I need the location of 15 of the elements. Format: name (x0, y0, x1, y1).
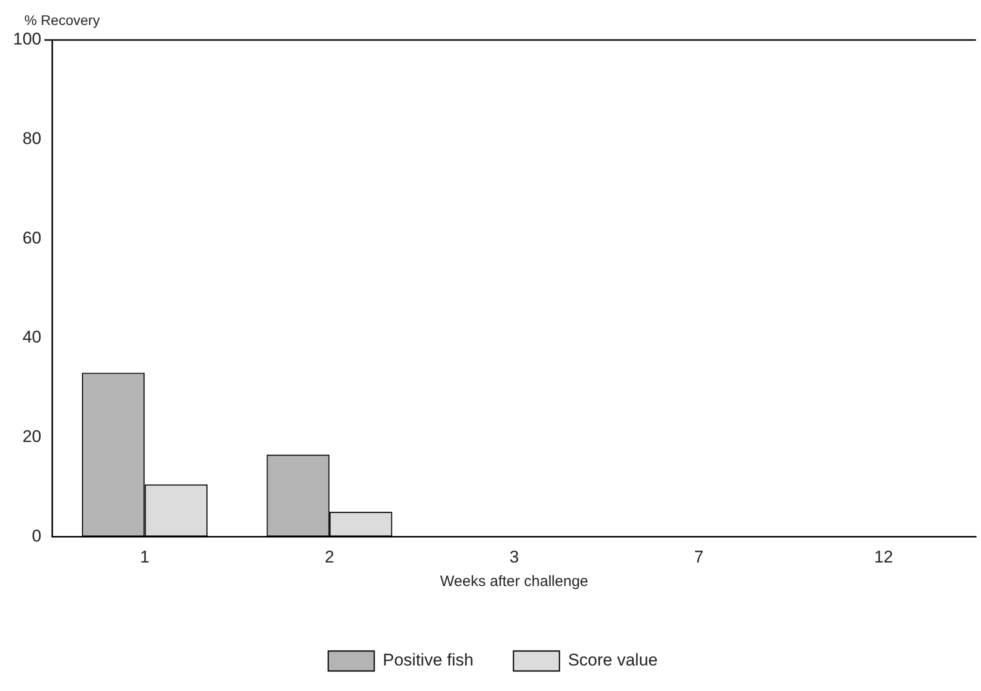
y-tick-label: 0 (32, 526, 42, 546)
legend-label: Score value (568, 650, 658, 670)
x-tick-label: 2 (324, 547, 334, 566)
x-tick-label: 3 (509, 547, 519, 566)
y-tick-label: 40 (22, 328, 42, 347)
y-tick-label: 100 (12, 30, 42, 49)
y-tick-label: 20 (22, 426, 42, 446)
x-tick-label: 12 (874, 547, 894, 566)
y-axis-title: % Recovery (24, 12, 100, 28)
x-axis-title: Weeks after challenge (440, 573, 588, 590)
x-tick-label: 1 (140, 547, 150, 566)
x-tick-label: 7 (694, 547, 704, 566)
legend-label: Positive fish (382, 650, 474, 670)
y-tick-label: 60 (22, 228, 42, 248)
y-tick-label: 80 (22, 129, 42, 148)
